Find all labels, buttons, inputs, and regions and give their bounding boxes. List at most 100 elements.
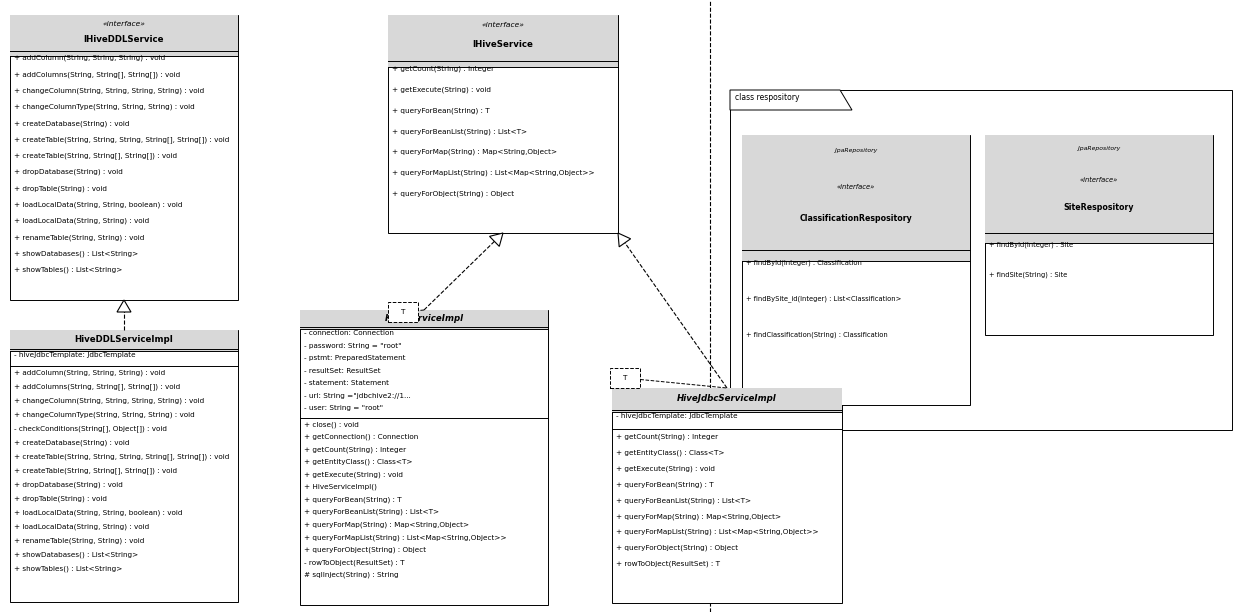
Bar	[730, 90, 1233, 430]
Text: + createDatabase(String) : void: + createDatabase(String) : void	[14, 120, 129, 127]
Text: HiveServiceImpl: HiveServiceImpl	[384, 315, 464, 323]
Text: + rowToObject(ResultSet) : T: + rowToObject(ResultSet) : T	[616, 561, 720, 567]
Text: + getConnection() : Connection: + getConnection() : Connection	[304, 434, 418, 440]
Text: + showTables() : List<String>: + showTables() : List<String>	[14, 565, 123, 572]
Text: + loadLocalData(String, String, boolean) : void: + loadLocalData(String, String, boolean)…	[14, 201, 182, 208]
Bar	[742, 135, 970, 405]
Bar	[10, 15, 238, 300]
Text: - hiveJdbcTemplate: JdbcTemplate: - hiveJdbcTemplate: JdbcTemplate	[14, 353, 135, 358]
Text: + getEntityClass() : Class<T>: + getEntityClass() : Class<T>	[616, 449, 724, 456]
Text: + findById(Integer) : Site: + findById(Integer) : Site	[990, 241, 1073, 248]
Text: + findBySite_id(Integer) : List<Classification>: + findBySite_id(Integer) : List<Classifi…	[746, 295, 901, 302]
Bar	[10, 330, 238, 351]
Text: + renameTable(String, String) : void: + renameTable(String, String) : void	[14, 234, 144, 241]
Bar	[388, 15, 618, 67]
Text: + showDatabases() : List<String>: + showDatabases() : List<String>	[14, 551, 138, 558]
Bar	[388, 302, 418, 322]
Polygon shape	[618, 233, 631, 247]
Text: T: T	[401, 309, 405, 315]
Text: JpaRepository: JpaRepository	[835, 147, 877, 152]
Text: + queryForBeanList(String) : List<T>: + queryForBeanList(String) : List<T>	[616, 497, 751, 504]
Text: class respository: class respository	[735, 93, 800, 102]
Text: IHiveService: IHiveService	[472, 40, 533, 49]
Text: + queryForBeanList(String) : List<T>: + queryForBeanList(String) : List<T>	[392, 128, 527, 135]
Text: - rowToObject(ResultSet) : T: - rowToObject(ResultSet) : T	[304, 559, 404, 565]
Bar	[388, 15, 618, 233]
Text: - resultSet: ResultSet: - resultSet: ResultSet	[304, 368, 381, 374]
Text: «interface»: «interface»	[103, 21, 145, 27]
Text: + changeColumn(String, String, String, String) : void: + changeColumn(String, String, String, S…	[14, 88, 205, 94]
Bar	[300, 310, 548, 329]
Text: + createTable(String, String[], String[]) : void: + createTable(String, String[], String[]…	[14, 152, 177, 159]
Text: + dropDatabase(String) : void: + dropDatabase(String) : void	[14, 169, 123, 176]
Text: + queryForMap(String) : Map<String,Object>: + queryForMap(String) : Map<String,Objec…	[304, 521, 469, 528]
Text: + queryForBean(String) : T: + queryForBean(String) : T	[616, 481, 714, 488]
Text: - password: String = "root": - password: String = "root"	[304, 343, 402, 349]
Text: + getExecute(String) : void: + getExecute(String) : void	[304, 471, 403, 478]
Text: T: T	[622, 375, 627, 381]
Bar	[10, 330, 238, 602]
Bar	[985, 135, 1213, 335]
Text: + addColumn(String, String, String) : void: + addColumn(String, String, String) : vo…	[14, 55, 165, 61]
Text: - statement: Statement: - statement: Statement	[304, 380, 389, 386]
Text: + createTable(String, String[], String[]) : void: + createTable(String, String[], String[]…	[14, 468, 177, 474]
Text: + changeColumnType(String, String, String) : void: + changeColumnType(String, String, Strin…	[14, 412, 195, 418]
Text: «interface»: «interface»	[1080, 176, 1118, 182]
Text: + getCount(String) : Integer: + getCount(String) : Integer	[616, 433, 718, 440]
Bar	[613, 388, 842, 603]
Text: + createTable(String, String, String, String[], String[]) : void: + createTable(String, String, String, St…	[14, 136, 229, 143]
Text: HiveDDLServiceImpl: HiveDDLServiceImpl	[74, 335, 174, 344]
Text: + changeColumnType(String, String, String) : void: + changeColumnType(String, String, Strin…	[14, 104, 195, 110]
Text: + changeColumn(String, String, String, String) : void: + changeColumn(String, String, String, S…	[14, 398, 205, 404]
Text: + queryForMap(String) : Map<String,Object>: + queryForMap(String) : Map<String,Objec…	[392, 149, 557, 155]
Polygon shape	[490, 233, 503, 247]
Text: «interface»: «interface»	[837, 184, 875, 190]
Polygon shape	[117, 300, 131, 312]
Bar	[300, 310, 548, 605]
Text: + createDatabase(String) : void: + createDatabase(String) : void	[14, 439, 129, 446]
Text: + getEntityClass() : Class<T>: + getEntityClass() : Class<T>	[304, 459, 413, 465]
Text: + getCount(String) : Integer: + getCount(String) : Integer	[392, 66, 494, 72]
Text: + queryForMapList(String) : List<Map<String,Object>>: + queryForMapList(String) : List<Map<Str…	[616, 529, 818, 536]
Text: + dropDatabase(String) : void: + dropDatabase(String) : void	[14, 482, 123, 488]
Text: - checkConditions(String[], Object[]) : void: - checkConditions(String[], Object[]) : …	[14, 425, 167, 432]
Text: + queryForObject(String) : Object: + queryForObject(String) : Object	[392, 190, 515, 197]
Text: + loadLocalData(String, String) : void: + loadLocalData(String, String) : void	[14, 523, 149, 530]
Text: + queryForMapList(String) : List<Map<String,Object>>: + queryForMapList(String) : List<Map<Str…	[392, 170, 595, 176]
Text: + getExecute(String) : void: + getExecute(String) : void	[392, 87, 491, 93]
Text: + addColumn(String, String, String) : void: + addColumn(String, String, String) : vo…	[14, 370, 165, 376]
Text: + createTable(String, String, String, String[], String[]) : void: + createTable(String, String, String, St…	[14, 453, 229, 460]
Text: + queryForObject(String) : Object: + queryForObject(String) : Object	[616, 545, 738, 551]
Text: - connection: Connection: - connection: Connection	[304, 330, 394, 336]
Text: + findClassification(String) : Classification: + findClassification(String) : Classific…	[746, 331, 888, 338]
Text: «interface»: «interface»	[481, 22, 525, 28]
Text: + findById(Integer) : Classification: + findById(Integer) : Classification	[746, 259, 862, 266]
Text: + queryForMap(String) : Map<String,Object>: + queryForMap(String) : Map<String,Objec…	[616, 513, 781, 520]
Text: + HiveServiceImpl(): + HiveServiceImpl()	[304, 484, 377, 490]
Text: + loadLocalData(String, String) : void: + loadLocalData(String, String) : void	[14, 218, 149, 224]
Text: JpaRepository: JpaRepository	[1078, 146, 1120, 151]
Text: + dropTable(String) : void: + dropTable(String) : void	[14, 185, 107, 192]
Text: IHiveDDLService: IHiveDDLService	[84, 34, 164, 43]
Text: + addColumns(String, String[], String[]) : void: + addColumns(String, String[], String[])…	[14, 71, 180, 78]
Text: - hiveJdbcTemplate: JdbcTemplate: - hiveJdbcTemplate: JdbcTemplate	[616, 414, 738, 419]
Text: + queryForObject(String) : Object: + queryForObject(String) : Object	[304, 547, 427, 553]
Text: + renameTable(String, String) : void: + renameTable(String, String) : void	[14, 537, 144, 543]
Polygon shape	[730, 90, 852, 110]
Text: + getCount(String) : Integer: + getCount(String) : Integer	[304, 446, 407, 453]
Bar	[613, 388, 842, 412]
Text: + findSite(String) : Site: + findSite(String) : Site	[990, 272, 1068, 278]
Text: - user: String = "root": - user: String = "root"	[304, 405, 383, 411]
Text: HiveJdbcServiceImpl: HiveJdbcServiceImpl	[677, 394, 777, 403]
Text: + dropTable(String) : void: + dropTable(String) : void	[14, 495, 107, 502]
Text: + addColumns(String, String[], String[]) : void: + addColumns(String, String[], String[])…	[14, 384, 180, 390]
Bar	[985, 135, 1213, 243]
Bar	[10, 15, 238, 56]
Bar	[610, 368, 640, 388]
Text: + showDatabases() : List<String>: + showDatabases() : List<String>	[14, 250, 138, 257]
Bar	[742, 135, 970, 261]
Text: + loadLocalData(String, String, boolean) : void: + loadLocalData(String, String, boolean)…	[14, 509, 182, 516]
Text: + queryForBean(String) : T: + queryForBean(String) : T	[392, 107, 490, 114]
Text: + queryForBeanList(String) : List<T>: + queryForBeanList(String) : List<T>	[304, 509, 439, 515]
Text: # sqlInject(String) : String: # sqlInject(String) : String	[304, 572, 398, 578]
